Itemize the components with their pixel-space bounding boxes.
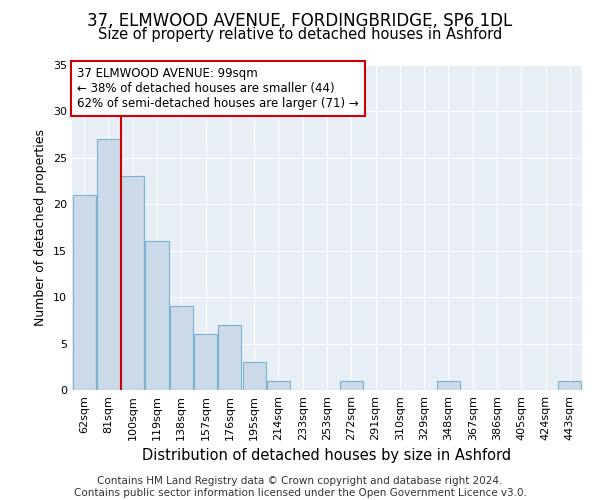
Bar [194, 334, 217, 390]
Bar [559, 380, 581, 390]
Bar [437, 380, 460, 390]
Y-axis label: Number of detached properties: Number of detached properties [34, 129, 47, 326]
Bar [170, 306, 193, 390]
Bar [73, 195, 95, 390]
Bar [97, 140, 120, 390]
Text: 37 ELMWOOD AVENUE: 99sqm
← 38% of detached houses are smaller (44)
62% of semi-d: 37 ELMWOOD AVENUE: 99sqm ← 38% of detach… [77, 66, 359, 110]
Text: Contains HM Land Registry data © Crown copyright and database right 2024.
Contai: Contains HM Land Registry data © Crown c… [74, 476, 526, 498]
Bar [218, 325, 241, 390]
Bar [121, 176, 144, 390]
Bar [267, 380, 290, 390]
Text: 37, ELMWOOD AVENUE, FORDINGBRIDGE, SP6 1DL: 37, ELMWOOD AVENUE, FORDINGBRIDGE, SP6 1… [88, 12, 512, 30]
X-axis label: Distribution of detached houses by size in Ashford: Distribution of detached houses by size … [142, 448, 512, 464]
Bar [145, 242, 169, 390]
Bar [340, 380, 363, 390]
Bar [242, 362, 266, 390]
Text: Size of property relative to detached houses in Ashford: Size of property relative to detached ho… [98, 28, 502, 42]
